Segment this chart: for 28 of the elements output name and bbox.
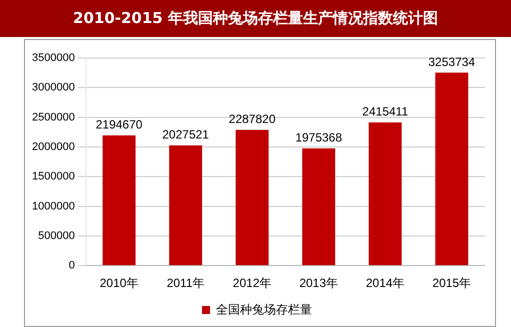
bar [435, 72, 468, 266]
y-tick-label: 2500000 [32, 111, 75, 124]
chart-title: 2010-2015 年我国种兔场存栏量生产情况指数统计图 [0, 0, 511, 37]
data-label: 2415411 [362, 104, 408, 119]
y-tick-label: 1500000 [32, 170, 75, 183]
data-label: 1975368 [295, 130, 342, 145]
bar [368, 122, 402, 266]
y-tick-label: 3000000 [32, 82, 75, 94]
x-tick-label: 2013年 [299, 276, 338, 290]
data-label: 2287820 [228, 112, 276, 126]
y-tick-label: 1000000 [32, 200, 75, 212]
x-tick-label: 2014年 [366, 276, 405, 290]
x-tick-label: 2012年 [232, 276, 272, 290]
data-label: 2194670 [96, 118, 143, 132]
legend-label: 全国种兔场存栏量 [216, 302, 312, 316]
y-tick-label: 0 [68, 260, 75, 272]
x-tick-label: 2010年 [100, 276, 138, 290]
x-tick-label: 2011年 [166, 276, 205, 290]
y-tick-label: 3500000 [32, 52, 75, 64]
y-tick-label: 2000000 [32, 141, 75, 154]
x-tick-label: 2015年 [432, 276, 472, 290]
bar [302, 148, 336, 266]
bar [102, 135, 136, 266]
data-label: 3253734 [428, 54, 476, 69]
bar [236, 130, 269, 266]
data-label: 2027521 [162, 128, 210, 142]
bar [169, 145, 202, 266]
y-tick-label: 500000 [38, 230, 75, 242]
